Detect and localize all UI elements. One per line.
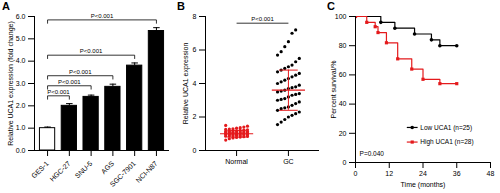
svg-text:24: 24	[419, 170, 427, 177]
svg-text:Relative UCA1 expression (fold: Relative UCA1 expression (fold change)	[7, 21, 15, 146]
svg-text:12: 12	[385, 170, 393, 177]
svg-text:2.0: 2.0	[16, 102, 26, 109]
svg-text:6: 6	[193, 46, 197, 53]
svg-text:6.0: 6.0	[16, 13, 26, 20]
svg-text:NCI-N87: NCI-N87	[135, 160, 159, 184]
html-text:A: A	[2, 0, 10, 12]
svg-text:20: 20	[339, 130, 347, 137]
svg-text:3.0: 3.0	[16, 80, 26, 87]
svg-text:HGC-27: HGC-27	[49, 160, 72, 183]
svg-text:36: 36	[453, 170, 461, 177]
svg-text:0: 0	[354, 170, 358, 177]
svg-text:0.0: 0.0	[16, 147, 26, 154]
svg-text:GC: GC	[283, 158, 294, 165]
svg-text:0: 0	[343, 159, 347, 166]
svg-text:Percent survival/%: Percent survival/%	[330, 61, 337, 119]
html-text:C: C	[327, 0, 335, 12]
svg-text:8: 8	[193, 13, 197, 20]
svg-text:P<0.001: P<0.001	[47, 89, 70, 95]
svg-text:1.0: 1.0	[16, 124, 26, 131]
svg-text:Normal: Normal	[225, 158, 248, 165]
svg-text:AGS: AGS	[100, 159, 116, 175]
svg-text:40: 40	[339, 100, 347, 107]
svg-text:48: 48	[487, 170, 495, 177]
svg-text:80: 80	[339, 42, 347, 49]
html-text:B: B	[177, 0, 185, 12]
svg-text:SGC-7901: SGC-7901	[109, 160, 137, 188]
svg-text:SNU-5: SNU-5	[74, 160, 94, 180]
svg-text:0: 0	[193, 147, 197, 154]
svg-text:P<0.001: P<0.001	[251, 16, 274, 22]
svg-text:P<0.001: P<0.001	[80, 48, 103, 54]
svg-text:High UCA1 (n=28): High UCA1 (n=28)	[420, 138, 473, 146]
svg-text:Relative UCA1 expression: Relative UCA1 expression	[182, 43, 190, 125]
svg-text:60: 60	[339, 71, 347, 78]
svg-text:Time (months): Time (months)	[401, 181, 446, 189]
svg-text:P=0.040: P=0.040	[360, 150, 385, 157]
svg-text:100: 100	[335, 13, 347, 20]
svg-text:4.0: 4.0	[16, 57, 26, 64]
svg-text:Low UCA1 (n=25): Low UCA1 (n=25)	[420, 124, 472, 132]
svg-text:2: 2	[193, 113, 197, 120]
svg-text:P<0.001: P<0.001	[58, 79, 81, 85]
svg-text:5.0: 5.0	[16, 35, 26, 42]
svg-text:P<0.001: P<0.001	[91, 13, 114, 19]
svg-text:GES-1: GES-1	[30, 160, 50, 180]
svg-text:4: 4	[193, 80, 197, 87]
svg-text:P<0.001: P<0.001	[69, 69, 92, 75]
